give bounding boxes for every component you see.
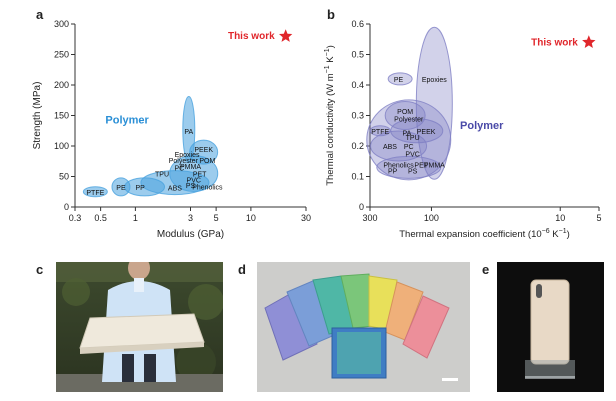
chart-b-point-label: PTFE: [371, 129, 389, 136]
chart-b-point-label: PET: [414, 162, 428, 169]
chart-a-point-label: PA: [184, 129, 193, 136]
chart-a-region: [111, 177, 131, 197]
chart-b-x-tick-label: 5: [596, 213, 601, 223]
chart-b-this-work-label: This work: [531, 37, 578, 48]
chart-a-y-tick-label: 50: [59, 172, 69, 182]
chart-b-y-tick-label: 0.6: [351, 19, 364, 29]
chart-a-region: [82, 186, 108, 198]
chart-b-point-label: PMMA: [424, 162, 445, 169]
chart-b-y-tick-label: 0.4: [351, 80, 364, 90]
chart-a-point-label: PE: [116, 185, 126, 192]
chart-a-y-tick-label: 100: [54, 141, 69, 151]
chart-a-point-label: PP: [136, 185, 146, 192]
chart-b-point-label: PVC: [405, 152, 419, 159]
chart-a-point-label: PMMA: [180, 164, 201, 171]
panel-label-d: d: [238, 262, 246, 277]
chart-a-group-label: Polymer: [105, 114, 149, 126]
chart-b-point-label: ABS: [383, 144, 397, 151]
chart-b-y-tick-label: 0.5: [351, 50, 364, 60]
chart-a-point-label: TPU: [155, 171, 169, 178]
chart-a-y-tick-label: 300: [54, 19, 69, 29]
chart-a-this-work-star: [279, 29, 293, 42]
chart-b-y-tick-label: 0: [359, 202, 364, 212]
chart-a-x-tick-label: 0.3: [69, 213, 82, 223]
chart-b-region: [390, 118, 444, 144]
chart-a-point-label: PTFE: [86, 190, 104, 197]
chart-b-point-label: PA: [403, 130, 412, 137]
chart-a-y-tick-label: 250: [54, 50, 69, 60]
chart-a-y-tick-label: 0: [64, 202, 69, 212]
chart-b-region: [370, 130, 428, 162]
chart-b-x-tick-label: 100: [424, 213, 439, 223]
chart-b-x-tick-label: 10: [555, 213, 565, 223]
chart-a-point-label: PEEK: [194, 147, 213, 154]
chart-a-x-tick-label: 5: [214, 213, 219, 223]
chart-b-point-label: PS: [408, 168, 418, 175]
chart-b-x-tick-label: 300: [362, 213, 377, 223]
chart-a-point-label: POM: [199, 158, 215, 165]
chart-b-y-tick-label: 0.3: [351, 111, 364, 121]
chart-b-point-label: Polyester: [394, 117, 424, 124]
chart-a-point-label: PET: [193, 171, 207, 178]
chart-a-x-tick-label: 10: [246, 213, 256, 223]
chart-b-point-label: PP: [388, 168, 398, 175]
chart-b-point-label: PC: [404, 144, 414, 151]
chart-a-x-axis-label: Modulus (GPa): [157, 229, 224, 240]
chart-a-point-label: Epoxies: [175, 152, 200, 159]
chart-a-y-tick-label: 200: [54, 80, 69, 90]
chart-a-x-tick-label: 1: [133, 213, 138, 223]
chart-a-y-tick-label: 150: [54, 111, 69, 121]
photo-c-large-board: [56, 262, 223, 392]
chart-a-this-work-label: This work: [228, 31, 275, 42]
chart-b-region: [387, 72, 413, 86]
chart-b-x-axis-label: Thermal expansion coefficient (10−6 K−1): [399, 228, 570, 240]
chart-a-point-label: PVC: [187, 178, 201, 185]
chart-a-point-label: PC: [174, 165, 184, 172]
chart-a-x-tick-label: 30: [301, 213, 311, 223]
panel-label-b: b: [327, 7, 335, 22]
photo-e-phone-panel: [497, 262, 604, 392]
chart-b-conductivity-vs-expansion: 0 0.1 0.2 0.3 0.4 0.5 0.6 300 100 10 5 Thermal expa…: [324, 19, 602, 240]
chart-a-y-axis-label: Strength (MPa): [32, 82, 43, 150]
chart-b-y-tick-label: 0.1: [351, 172, 364, 182]
chart-b-region: [376, 155, 442, 179]
chart-a-strength-vs-modulus: 0 50 100 150 200 250 300 0.3 0.5 1 3 5 10 30 Modulus (…: [32, 19, 311, 240]
chart-b-point-label: Epoxies: [422, 77, 447, 84]
panel-label-e: e: [482, 262, 490, 277]
chart-a-x-tick-label: 0.5: [94, 213, 107, 223]
chart-b-y-tick-label: 0.2: [351, 141, 364, 151]
chart-b-region: [369, 125, 391, 137]
chart-b-point-label: POM: [397, 109, 413, 116]
panel-label-a: a: [36, 7, 44, 22]
panel-label-c: c: [36, 262, 44, 277]
chart-b-point-label: TPU: [406, 135, 420, 142]
chart-a-point-label: Phenolics: [192, 184, 223, 191]
chart-a-x-tick-label: 3: [188, 213, 193, 223]
chart-b-y-axis-label: Thermal conductivity (W m−1 K−1): [324, 45, 336, 186]
chart-b-point-label: Phenolics: [383, 162, 414, 169]
chart-b-this-work-star: [582, 35, 596, 48]
chart-b-point-label: PEEK: [417, 129, 436, 136]
photo-d-colored-sheets: [257, 262, 470, 392]
chart-b-region: [384, 101, 426, 130]
chart-a-point-label: Polyester: [169, 158, 199, 165]
chart-b-group-label: Polymer: [460, 120, 504, 132]
chart-a-point-label: ABS: [168, 185, 182, 192]
chart-a-point-label: PS: [186, 183, 196, 190]
chart-b-point-label: PE: [394, 77, 404, 84]
